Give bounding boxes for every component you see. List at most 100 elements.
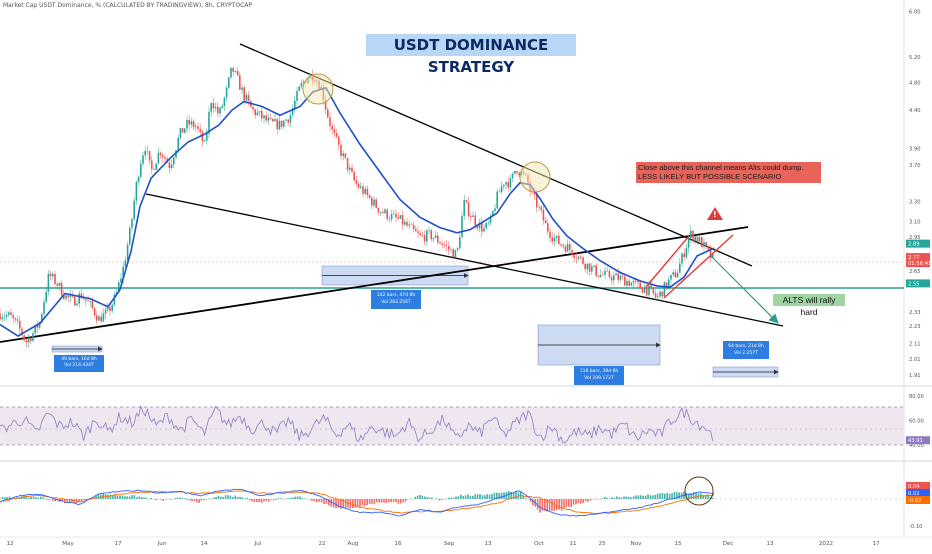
range-label-bars: 142 bars, 47d 8h xyxy=(376,293,416,298)
macd-histogram-bar xyxy=(498,492,500,499)
macd-histogram-bar xyxy=(364,499,366,507)
projection-arrow[interactable] xyxy=(709,254,779,324)
candle-body xyxy=(432,237,435,240)
candle-body xyxy=(80,293,83,299)
macd-histogram-bar xyxy=(78,499,80,503)
candle-body xyxy=(646,288,648,296)
candle-body xyxy=(654,293,657,298)
macd-histogram-bar xyxy=(491,493,493,499)
price-axis-tick: 2.23 xyxy=(909,324,921,330)
candle-body xyxy=(613,275,615,281)
macd-histogram-bar xyxy=(52,499,54,501)
macd-histogram-bar xyxy=(301,497,304,499)
candle-body xyxy=(252,106,254,110)
alert-box[interactable]: Close above this channel means Alts coul… xyxy=(636,162,821,183)
trend-line[interactable] xyxy=(0,226,749,343)
macd-histogram-bar xyxy=(476,494,479,499)
candle-body xyxy=(503,184,505,187)
macd-histogram-bar xyxy=(536,499,539,510)
candle-body xyxy=(111,304,113,311)
macd-histogram-bar xyxy=(1,497,4,499)
candle-body xyxy=(665,282,668,288)
macd-histogram-bar xyxy=(630,497,632,499)
candle-body xyxy=(558,235,560,245)
macd-histogram-bar xyxy=(162,499,164,502)
channel-line-lower[interactable] xyxy=(663,234,734,299)
macd-histogram-bar xyxy=(112,495,114,499)
candle-body xyxy=(470,216,472,217)
price-axis-tick: 2.65 xyxy=(909,269,921,275)
candle-body xyxy=(10,312,12,316)
candle-body xyxy=(461,215,463,238)
candle-body xyxy=(496,191,498,209)
candle-body xyxy=(652,287,655,294)
macd-histogram-bar xyxy=(464,495,467,499)
macd-histogram-bar xyxy=(474,494,476,499)
candle-body xyxy=(98,316,100,321)
candle-body xyxy=(483,228,485,232)
candle-body xyxy=(536,194,538,208)
time-axis-tick: 12 xyxy=(6,541,13,547)
candle-body xyxy=(54,273,56,285)
macd-histogram-bar xyxy=(292,497,294,499)
candle-body xyxy=(604,270,606,275)
time-axis-tick: 16 xyxy=(394,541,402,547)
macd-histogram-bar xyxy=(340,499,342,509)
range-label: 64 bars, 21d 8h Vol 2.257T xyxy=(723,341,769,359)
candle-body xyxy=(694,236,696,241)
candle-body xyxy=(340,144,342,156)
candle-body xyxy=(254,109,256,116)
candle-body xyxy=(434,235,437,238)
time-axis-tick: 13 xyxy=(766,541,774,547)
warning-triangle-icon[interactable] xyxy=(707,207,723,220)
price-axis-tick: 3.70 xyxy=(909,163,921,169)
candle-body xyxy=(362,186,364,194)
trend-line[interactable] xyxy=(145,193,784,327)
candle-body xyxy=(584,263,586,270)
candle-body xyxy=(63,295,65,299)
highlight-circle[interactable] xyxy=(302,73,334,105)
candle-body xyxy=(206,133,208,141)
candle-body xyxy=(454,250,457,258)
alts-rally-label[interactable]: ALTS will rally hard xyxy=(773,294,845,317)
highlight-circle[interactable] xyxy=(519,161,551,193)
candle-body xyxy=(25,340,28,343)
macd-histogram-bar xyxy=(709,496,712,499)
macd-histogram-bar xyxy=(388,499,390,503)
candle-body xyxy=(135,182,138,201)
time-axis-tick: Sep xyxy=(444,541,455,547)
candle-body xyxy=(404,221,406,225)
price-axis-tick: 2.11 xyxy=(909,342,921,348)
candle-body xyxy=(659,291,661,297)
candle-body xyxy=(555,235,558,238)
range-label-volume: Vol 214.434T xyxy=(64,363,94,368)
macd-histogram-bar xyxy=(599,499,601,500)
macd-histogram-bar xyxy=(217,495,220,499)
candle-body xyxy=(133,200,135,219)
macd-histogram-bar xyxy=(246,497,248,499)
strategy-title[interactable]: USDT DOMINANCE STRATEGY xyxy=(366,34,576,76)
candle-body xyxy=(415,229,417,232)
macd-histogram-bar xyxy=(368,499,371,504)
range-label-bars: 64 bars, 21d 8h xyxy=(728,344,764,349)
time-axis-tick: 13 xyxy=(484,541,492,547)
candle-body xyxy=(428,230,430,231)
macd-histogram-bar xyxy=(402,499,404,503)
time-axis-tick: Oct xyxy=(534,541,544,547)
macd-histogram-bar xyxy=(68,499,71,503)
macd-cross-circle[interactable] xyxy=(684,476,714,506)
channel-line-upper[interactable] xyxy=(645,235,690,288)
candle-body xyxy=(265,115,267,121)
candle-body xyxy=(494,208,496,212)
candle-body xyxy=(615,273,617,276)
macd-histogram-bar xyxy=(169,499,172,500)
macd-histogram-bar xyxy=(500,492,503,499)
macd-histogram-bar xyxy=(625,496,628,499)
macd-histogram-bar xyxy=(116,495,119,499)
price-axis-tick: 2.95 xyxy=(909,235,921,241)
macd-histogram-bar xyxy=(582,499,584,504)
candle-body xyxy=(707,246,710,250)
macd-histogram-bar xyxy=(546,499,548,512)
